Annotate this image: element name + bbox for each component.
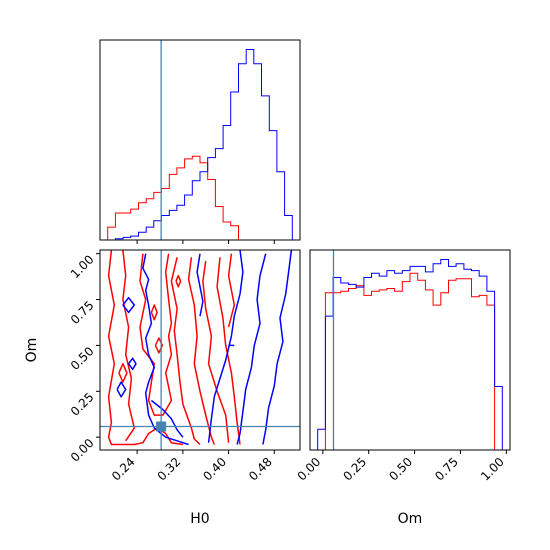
contour-series-1-path-0 [142, 253, 189, 446]
contour-series-1-path-2 [150, 399, 184, 438]
contour-series-0-path-11 [175, 274, 182, 288]
h0-histogram-panel [99, 39, 301, 244]
contour-series-0-path-5 [202, 260, 230, 443]
histogram-series-1 [100, 49, 300, 240]
axes-frame [99, 39, 301, 241]
contour-series-0-path-9 [154, 337, 164, 354]
truth-marker [156, 421, 167, 432]
contour-series-1-path-7 [116, 381, 127, 398]
histogram-series-1 [310, 259, 510, 450]
histogram-lines [310, 259, 510, 450]
histogram-lines [100, 49, 300, 240]
om-axis-label: Om [398, 511, 423, 527]
contour-series-1-path-3 [207, 250, 244, 443]
histogram-series-0 [310, 272, 510, 450]
histogram-series-0 [100, 155, 300, 240]
contour-series-1-path-1 [196, 253, 204, 317]
contour-series-0-path-8 [118, 363, 128, 383]
contour-series-1-path-8 [127, 357, 137, 371]
contour-series-1-path-6 [122, 296, 136, 314]
contour-series-0-path-7 [227, 253, 236, 328]
contour-series-0-path-6 [216, 257, 241, 445]
contour-series-0-path-3 [170, 257, 201, 446]
contour-series-0-path-10 [150, 304, 158, 321]
axes-frame [309, 249, 511, 451]
contour-series-1-path-4 [236, 253, 267, 445]
om-y-axis-label: Om [24, 338, 40, 363]
contour-series-1-path-5 [262, 250, 293, 445]
axes-frame [99, 249, 301, 451]
h0-axis-label: H0 [190, 511, 209, 527]
contour-series-0-path-0 [122, 250, 136, 442]
contour-series-0-path-2 [139, 253, 173, 416]
